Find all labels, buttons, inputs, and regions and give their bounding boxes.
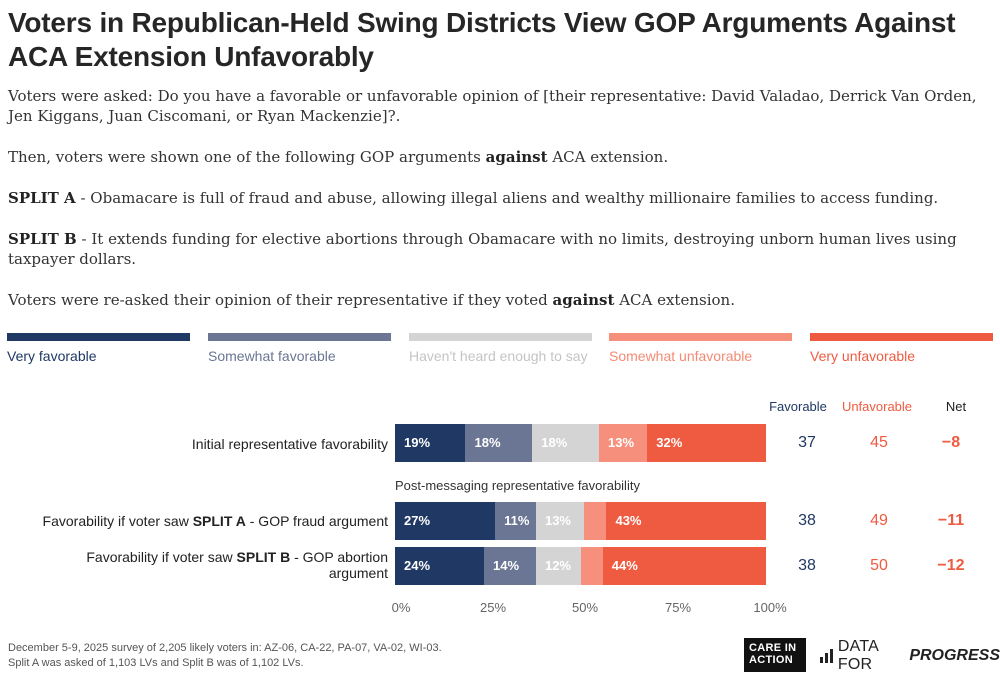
- legend-very-favorable: Very favorable: [7, 333, 190, 366]
- seg-somewhat-unfavorable: [584, 502, 607, 540]
- care-in-action-logo: CARE IN ACTION: [744, 638, 806, 672]
- intro-question: Voters were asked: Do you have a favorab…: [8, 87, 977, 125]
- legend-somewhat-favorable: Somewhat favorable: [208, 333, 391, 366]
- seg-very-favorable: [395, 424, 466, 462]
- col-head-favorable: Favorable: [769, 399, 827, 414]
- intro-split-b: SPLIT B - It extends funding for electiv…: [8, 230, 957, 268]
- seg-very-unfavorable: [602, 547, 767, 585]
- seg-somewhat-unfavorable: [580, 547, 604, 585]
- footer-note: December 5-9, 2025 survey of 2,205 likel…: [8, 641, 442, 671]
- unfavorable-value: 45: [870, 434, 888, 451]
- seg-somewhat-favorable: [495, 502, 537, 540]
- x-tick: 50%: [571, 600, 599, 615]
- col-head-net: Net: [945, 399, 967, 414]
- unfavorable-value: 49: [870, 512, 888, 529]
- legend-swatch: [208, 333, 391, 341]
- legend-label: Very favorable: [7, 348, 97, 364]
- seg-havent-heard: [532, 424, 600, 462]
- segment-value-label: 44%: [611, 558, 638, 573]
- segment-value-label: 32%: [656, 435, 683, 450]
- segment-value-label: 11%: [504, 513, 530, 528]
- row-label-initial: Initial representative favorability: [191, 436, 388, 452]
- legend-swatch: [409, 333, 592, 341]
- segment-value-label: 18%: [474, 435, 501, 450]
- chart-title: Voters in Republican-Held Swing District…: [8, 7, 956, 72]
- legend-label: Somewhat favorable: [208, 348, 336, 364]
- segment-value-label: 13%: [608, 435, 635, 450]
- segment-value-label: 19%: [404, 435, 431, 450]
- seg-very-unfavorable: [606, 502, 767, 540]
- bar-chart-icon: [820, 649, 833, 663]
- seg-somewhat-favorable: [484, 547, 537, 585]
- intro-shown: Then, voters were shown one of the follo…: [8, 148, 669, 166]
- intro-split-a: SPLIT A - Obamacare is full of fraud and…: [8, 189, 939, 207]
- segment-value-label: 14%: [493, 558, 520, 573]
- col-head-unfavorable: Unfavorable: [841, 399, 913, 414]
- net-value: −11: [937, 512, 965, 529]
- legend-label: Haven't heard enough to say: [409, 348, 588, 364]
- post-messaging-subheading: Post-messaging representative favorabili…: [395, 478, 640, 493]
- seg-somewhat-favorable: [465, 424, 533, 462]
- seg-very-favorable: [395, 502, 496, 540]
- segment-value-label: 18%: [541, 435, 568, 450]
- row-label-split-a: Favorability if voter saw SPLIT A - GOP …: [42, 513, 388, 529]
- seg-havent-heard: [535, 547, 581, 585]
- segment-value-label: 24%: [404, 558, 431, 573]
- seg-very-unfavorable: [647, 424, 767, 462]
- net-value: −8: [941, 434, 961, 451]
- seg-very-favorable: [395, 547, 485, 585]
- segment-value-label: 43%: [615, 513, 642, 528]
- x-tick: 25%: [479, 600, 507, 615]
- intro-text: Voters were asked: Do you have a favorab…: [8, 86, 993, 331]
- unfavorable-value: 50: [870, 557, 888, 574]
- seg-havent-heard: [535, 502, 585, 540]
- legend-havent-heard: Haven't heard enough to say: [409, 333, 592, 366]
- bar-row-split-a: 27% 11% 13% 43%: [395, 502, 767, 540]
- segment-value-label: 13%: [544, 513, 571, 528]
- favorable-value: 38: [798, 557, 816, 574]
- x-tick: 100%: [753, 600, 787, 615]
- favorable-value: 38: [798, 512, 816, 529]
- legend-label: Somewhat unfavorable: [609, 348, 753, 364]
- x-tick: 75%: [664, 600, 692, 615]
- legend-label: Very unfavorable: [810, 348, 916, 364]
- footer-line: December 5-9, 2025 survey of 2,205 likel…: [8, 642, 442, 654]
- legend-swatch: [609, 333, 792, 341]
- footer-line: Split A was asked of 1,103 LVs and Split…: [8, 657, 304, 669]
- legend-swatch: [810, 333, 993, 341]
- intro-reasked: Voters were re-asked their opinion of th…: [8, 291, 735, 309]
- segment-value-label: 12%: [544, 558, 571, 573]
- row-label-split-b: Favorability if voter saw SPLIT B - GOP …: [86, 549, 388, 581]
- seg-somewhat-unfavorable: [599, 424, 648, 462]
- legend-swatch: [7, 333, 190, 341]
- data-for-progress-logo: DATA FOR PROGRESS: [820, 638, 1000, 673]
- segment-value-label: 27%: [404, 513, 431, 528]
- bar-row-split-b: 24% 14% 12% 44%: [395, 547, 767, 585]
- favorable-value: 37: [798, 434, 816, 451]
- x-tick: 0%: [391, 600, 411, 615]
- legend-somewhat-unfavorable: Somewhat unfavorable: [609, 333, 792, 366]
- legend-very-unfavorable: Very unfavorable: [810, 333, 993, 366]
- bar-row-initial: 19% 18% 18% 13% 32%: [395, 424, 767, 462]
- net-value: −12: [937, 557, 965, 574]
